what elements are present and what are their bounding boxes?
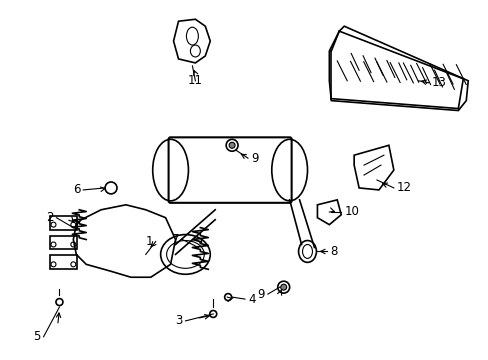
Text: 5: 5 (33, 330, 41, 343)
Text: 12: 12 (396, 181, 411, 194)
Text: 9: 9 (250, 152, 258, 165)
Text: 3: 3 (175, 314, 182, 327)
Text: 11: 11 (187, 74, 203, 87)
Text: 6: 6 (73, 184, 80, 197)
Text: 7: 7 (172, 233, 179, 246)
Text: 1: 1 (145, 235, 152, 248)
Circle shape (280, 284, 286, 290)
Text: 10: 10 (344, 205, 358, 218)
Text: 13: 13 (431, 76, 446, 89)
Text: 8: 8 (330, 245, 337, 258)
Text: 9: 9 (257, 288, 264, 301)
Text: 2: 2 (46, 211, 53, 224)
Circle shape (229, 142, 235, 148)
Text: 4: 4 (247, 293, 255, 306)
